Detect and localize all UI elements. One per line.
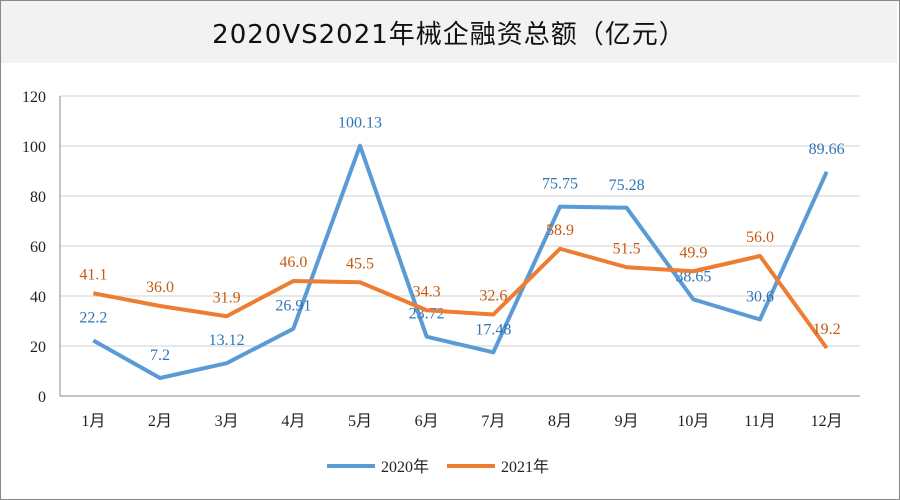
x-tick-label: 4月 (281, 413, 305, 430)
data-label: 56.0 (746, 229, 774, 246)
x-tick-label: 7月 (481, 413, 505, 430)
x-tick-label: 2月 (148, 413, 172, 430)
data-label: 36.0 (146, 279, 174, 296)
y-tick-label: 100 (22, 139, 46, 156)
data-label: 13.12 (209, 332, 245, 349)
y-tick-label: 60 (30, 239, 46, 256)
data-label: 17.48 (475, 321, 511, 338)
data-label: 45.5 (346, 255, 374, 272)
data-label: 51.5 (613, 240, 641, 257)
data-label: 22.2 (79, 310, 107, 327)
series-line-2021年 (92, 246, 829, 350)
y-tick-label: 120 (22, 89, 46, 106)
data-label: 26.91 (275, 298, 311, 315)
x-tick-label: 5月 (348, 413, 372, 430)
data-label: 89.66 (809, 141, 845, 158)
x-tick-label: 1月 (81, 413, 105, 430)
data-label: 46.0 (279, 254, 307, 271)
data-label: 34.3 (413, 283, 441, 300)
x-tick-label: 10月 (677, 413, 709, 430)
x-tick-label: 12月 (811, 413, 843, 430)
data-label: 19.2 (813, 321, 841, 338)
data-label: 41.1 (79, 266, 107, 283)
x-tick-label: 8月 (548, 413, 572, 430)
x-tick-label: 9月 (615, 413, 639, 430)
data-label: 75.75 (542, 176, 578, 193)
data-label: 32.6 (479, 288, 507, 305)
y-tick-label: 80 (30, 189, 46, 206)
data-label: 75.28 (609, 177, 645, 194)
x-tick-label: 3月 (215, 413, 239, 430)
data-label: 30.6 (746, 289, 774, 306)
data-label: 100.13 (338, 115, 382, 132)
y-tick-label: 40 (30, 289, 46, 306)
series-line-2020年 (92, 143, 829, 380)
data-label: 49.9 (679, 244, 707, 261)
data-label: 58.9 (546, 222, 574, 239)
x-tick-label: 6月 (415, 413, 439, 430)
legend-label: 2020年 (381, 458, 429, 476)
data-label: 31.9 (213, 289, 241, 306)
x-tick-label: 11月 (744, 413, 775, 430)
y-tick-label: 20 (30, 339, 46, 356)
chart-title: 2020VS2021年械企融资总额（亿元） (1, 1, 897, 63)
data-label: 7.2 (150, 347, 170, 364)
y-tick-label: 0 (38, 389, 46, 406)
legend-label: 2021年 (501, 458, 549, 476)
